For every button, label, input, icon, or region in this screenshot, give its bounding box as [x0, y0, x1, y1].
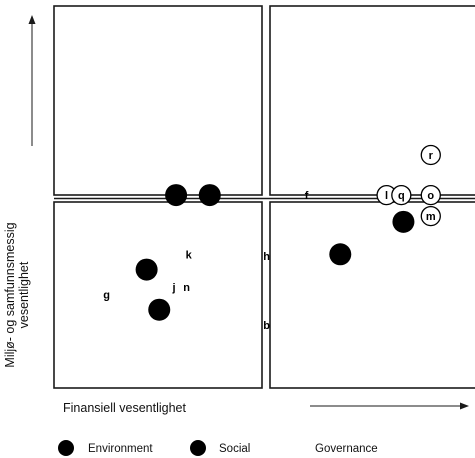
legend-label-social: Social — [219, 443, 250, 455]
y-axis-label-line-2: vesentlighet — [17, 261, 31, 328]
legend-marker-environment — [58, 440, 74, 456]
legend: Environment Social Governance — [58, 440, 378, 456]
point-ring — [420, 184, 441, 206]
point-label: o — [427, 190, 434, 202]
quadrant-top-right — [269, 5, 475, 196]
y-axis-label: Miljø- og samfunnsmessig vesentlighet — [3, 222, 31, 367]
point-marker — [165, 184, 188, 207]
data-point-j: j — [171, 282, 175, 294]
point-marker — [198, 184, 221, 207]
data-point-4 — [329, 243, 352, 266]
point-label: g — [103, 289, 110, 301]
data-point-g: g — [103, 289, 110, 301]
x-axis-label: Finansiell vesentlighet — [63, 401, 187, 415]
point-label: n — [183, 282, 190, 294]
point-label: l — [385, 190, 388, 202]
data-point-0 — [165, 184, 188, 207]
point-label: q — [398, 190, 405, 202]
legend-label-governance: Governance — [315, 443, 378, 455]
data-point-k: k — [186, 249, 193, 261]
data-point-f: f — [305, 190, 309, 202]
point-ring — [391, 184, 412, 206]
point-label: h — [263, 251, 270, 263]
data-point-q: q — [391, 184, 412, 206]
point-ring — [420, 144, 441, 166]
point-label: k — [186, 249, 193, 261]
data-point-m: m — [420, 205, 441, 227]
point-label: r — [429, 150, 434, 162]
legend-label-environment: Environment — [88, 443, 153, 455]
data-point-5 — [392, 210, 415, 233]
y-axis-arrow — [28, 15, 36, 146]
data-point-n: n — [183, 282, 190, 294]
quadrant-top-left — [53, 5, 263, 196]
quadrant-bottom-left — [53, 201, 263, 389]
point-label: j — [171, 282, 175, 294]
x-axis-arrow — [310, 402, 469, 410]
points-layer: k j n g h b f l q r om — [103, 144, 441, 332]
point-marker — [135, 258, 158, 281]
point-label: f — [305, 190, 309, 202]
point-marker — [148, 298, 171, 321]
point-label: m — [426, 211, 436, 223]
legend-marker-social — [190, 440, 206, 456]
data-point-h: h — [263, 251, 270, 263]
point-label: b — [263, 320, 270, 332]
data-point-2 — [135, 258, 158, 281]
data-point-1 — [198, 184, 221, 207]
data-point-3 — [148, 298, 171, 321]
data-point-o: o — [420, 184, 441, 206]
data-point-b: b — [263, 320, 270, 332]
point-marker — [392, 210, 415, 233]
data-point-r: r — [420, 144, 441, 166]
quadrant-bottom-right — [269, 201, 475, 389]
point-ring — [420, 205, 441, 227]
y-axis-label-line-1: Miljø- og samfunnsmessig — [3, 222, 17, 367]
point-marker — [329, 243, 352, 266]
